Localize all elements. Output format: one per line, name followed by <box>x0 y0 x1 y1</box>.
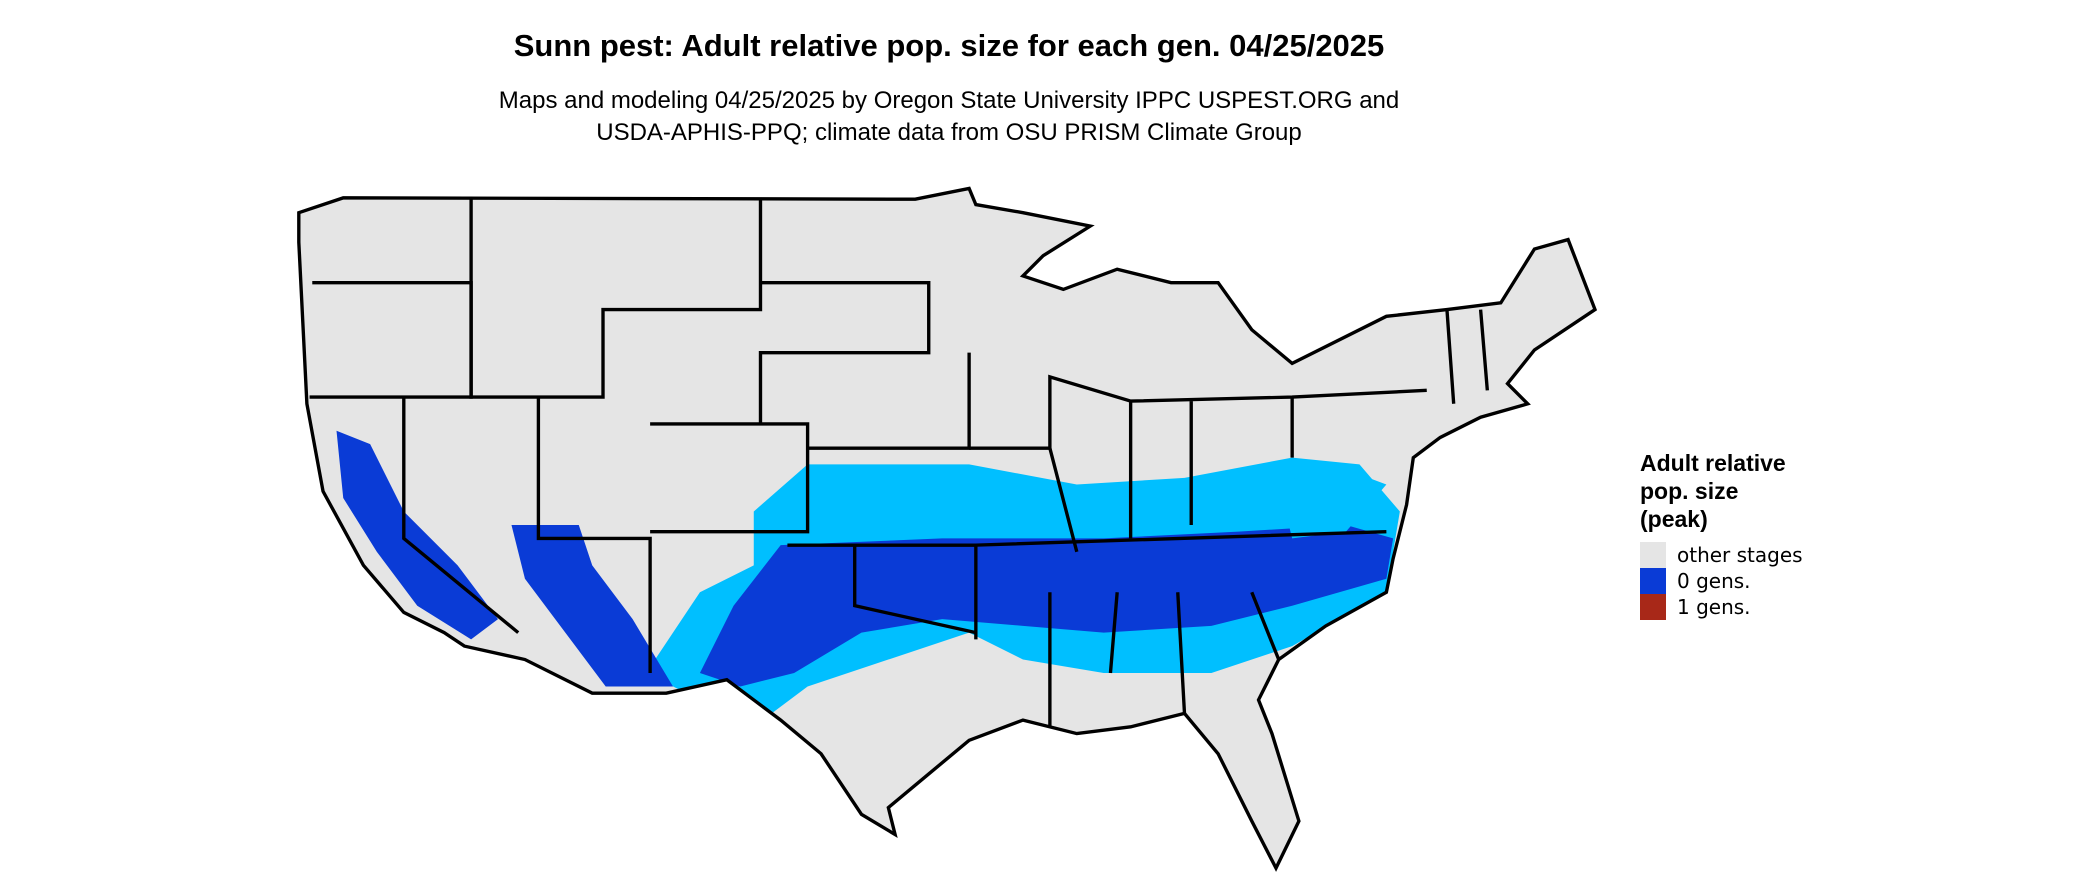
legend-swatch <box>1640 568 1666 594</box>
model-shading <box>336 430 1400 727</box>
legend-swatch <box>1640 542 1666 568</box>
us-map <box>297 186 1597 870</box>
legend-label: 1 gens. <box>1677 595 1751 619</box>
title: Sunn pest: Adult relative pop. size for … <box>514 28 1385 63</box>
subtitle: Maps and modeling 04/25/2025 by Oregon S… <box>499 87 1399 114</box>
legend-label: other stages <box>1677 543 1803 567</box>
subtitle: USDA-APHIS-PPQ; climate data from OSU PR… <box>596 119 1302 146</box>
legend-label: 0 gens. <box>1677 569 1751 593</box>
legend-title: Adult relative <box>1640 450 1786 476</box>
legend-swatch <box>1640 594 1666 620</box>
legend-title: pop. size <box>1640 478 1738 504</box>
state-borders <box>309 199 1490 727</box>
legend-title: (peak) <box>1640 506 1708 532</box>
